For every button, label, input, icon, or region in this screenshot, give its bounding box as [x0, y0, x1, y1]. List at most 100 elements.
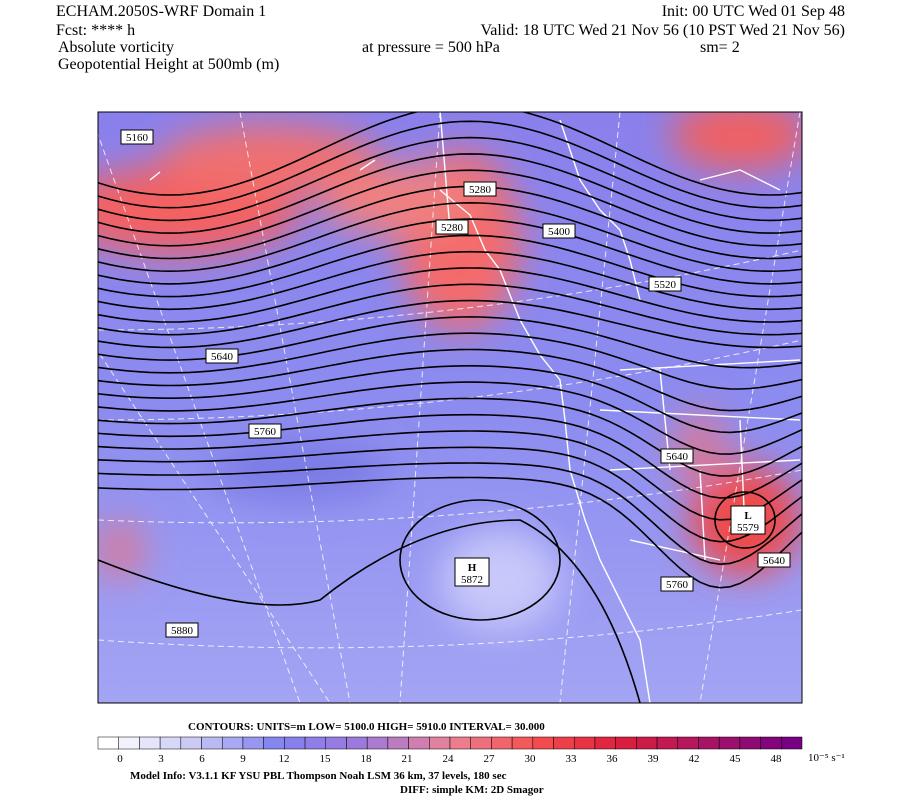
contour-line — [98, 234, 802, 298]
field: Geopotential Height at 500mb (m) — [58, 56, 279, 73]
colorbar-tick-label: 42 — [689, 753, 700, 765]
contour-label: 5160 — [126, 132, 149, 144]
colorbar-cell — [408, 736, 430, 750]
contour-label: 5400 — [548, 226, 571, 238]
colorbar-tick-label: 21 — [402, 753, 413, 765]
colorbar-tick-label: 18 — [361, 753, 373, 765]
colorbar-tick-label: 9 — [240, 753, 246, 765]
colorbar-tick-label: 27 — [484, 753, 496, 765]
contour-info: CONTOURS: UNITS=m LOW= 5100.0 HIGH= 5910… — [188, 721, 545, 733]
colorbar-cell — [615, 736, 637, 750]
contour-line — [98, 519, 641, 703]
colorbar-tick-label: 3 — [158, 753, 164, 765]
colorbar-cell — [304, 736, 327, 750]
contour-line — [98, 201, 802, 273]
colorbar-cell — [656, 736, 679, 750]
colorbar-cell — [449, 736, 471, 750]
colorbar-tick-label: 12 — [279, 753, 290, 765]
title: ECHAM.2050S-WRF Domain 1 — [56, 3, 266, 20]
contour-label: 5640 — [666, 451, 689, 463]
colorbar-cell — [366, 736, 389, 750]
contour-label-box — [660, 576, 694, 592]
contour-line — [98, 430, 802, 521]
center-value: 5579 — [737, 522, 760, 534]
contour-label: 5760 — [254, 426, 277, 438]
map — [98, 112, 802, 703]
contour-line — [98, 476, 802, 589]
contour-label-box — [165, 622, 199, 638]
colorbar-cell — [718, 736, 741, 750]
contour-label-box — [248, 423, 282, 439]
field: Absolute vorticity — [58, 39, 174, 56]
contour-line — [98, 169, 802, 247]
contour-line — [98, 332, 802, 390]
colorbar-tick-label: 6 — [199, 753, 205, 765]
contour-line — [98, 397, 802, 477]
init: Init: 00 UTC Wed 01 Sep 48 — [662, 3, 845, 20]
smoothing: sm= 2 — [700, 39, 740, 56]
colorbar-cell — [491, 736, 513, 750]
center-value: 5872 — [461, 574, 483, 586]
colorbar-tick-label: 15 — [320, 753, 332, 765]
contour-line — [98, 120, 802, 209]
center-symbol: L — [744, 510, 751, 522]
colorbar-cell — [594, 736, 616, 750]
colorbar: 0 3 6 9 12 15 18 21 24 27 30 33 36 39 42 45 48 — [97, 736, 803, 765]
forecast: Fcst: **** h — [56, 22, 135, 39]
colorbar-cell — [636, 736, 658, 750]
colorbar-units: 10⁻⁵ s⁻¹ — [808, 752, 845, 764]
colorbar-cell — [760, 736, 782, 750]
colorbar-cell — [429, 736, 451, 750]
lat-lon-line — [98, 609, 802, 649]
contour-label: 5760 — [666, 579, 689, 591]
contour-label-box — [463, 181, 497, 197]
colorbar-tick-label: 45 — [730, 753, 742, 765]
contour-label: 5640 — [763, 555, 786, 567]
colorbar-cell — [97, 736, 119, 750]
colorbar-cell — [242, 736, 264, 750]
center-box — [730, 505, 766, 535]
header: ECHAM.2050S-WRF Domain 1 Fcst: **** h Ab… — [56, 3, 845, 73]
contour-line — [98, 446, 802, 543]
contour-line — [98, 153, 802, 234]
colorbar-tick-label: 48 — [771, 753, 783, 765]
contour-labels: 5160 5280 5280 5400 5520 5640 5760 5640 5640 5760… — [120, 129, 791, 638]
contour-line — [98, 299, 802, 349]
contour-line — [98, 185, 802, 260]
colorbar-cell — [511, 736, 534, 750]
colorbar-cell — [698, 736, 720, 750]
colorbar-cell — [781, 736, 803, 750]
contour-label-box — [205, 348, 239, 364]
colorbar-cell — [221, 736, 244, 750]
center-symbol: H — [468, 562, 477, 574]
contour-line — [98, 462, 802, 566]
colorbar-tick-label: 36 — [607, 753, 619, 765]
colorbar-cell — [139, 736, 161, 750]
contour-label: 5880 — [171, 625, 194, 637]
pressure: at pressure = 500 hPa — [362, 39, 500, 56]
map-frame — [97, 111, 803, 704]
colorbar-cell — [532, 736, 554, 750]
colorbar-cell — [180, 736, 202, 750]
contour-line — [399, 499, 561, 621]
contour-line — [98, 283, 802, 336]
contour-line — [98, 112, 802, 196]
lat-lon-line — [399, 112, 441, 703]
colorbar-cell — [470, 736, 492, 750]
lat-lon-line — [98, 249, 802, 331]
contour-label-box — [648, 276, 682, 292]
contour-line — [98, 381, 802, 455]
contour-label-box — [757, 552, 791, 568]
colorbar-tick-label: 33 — [566, 753, 578, 765]
colorbar-cell — [325, 736, 347, 750]
contour-label: 5640 — [211, 351, 234, 363]
colorbar-tick-label: 0 — [117, 753, 123, 765]
colorbar-cell — [263, 736, 285, 750]
lat-lon-line — [239, 112, 351, 703]
colorbar-cell — [573, 736, 596, 750]
contour-label: 5280 — [441, 222, 464, 234]
colorbar-cell — [159, 736, 182, 750]
contour-label: 5280 — [469, 184, 492, 196]
contour-line — [98, 136, 802, 222]
